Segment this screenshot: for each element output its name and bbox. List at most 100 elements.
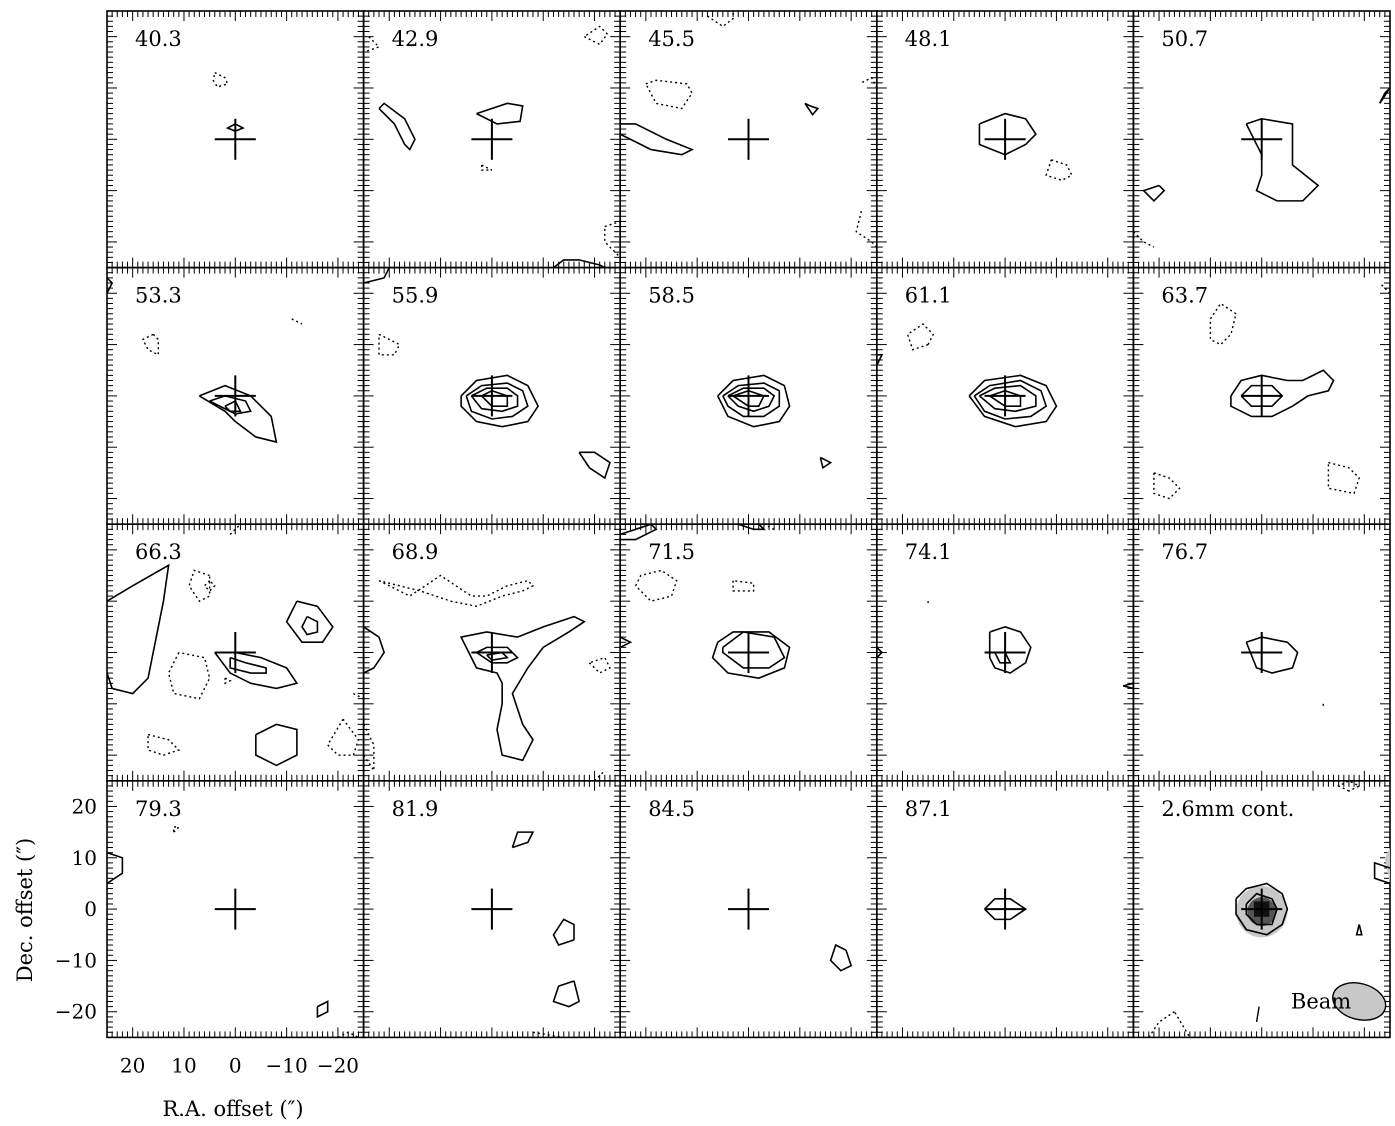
positive-contour — [214, 651, 299, 690]
positive-contour — [716, 374, 791, 428]
contour-group — [978, 112, 1073, 182]
panel: 45.5 — [619, 10, 878, 269]
panel: 42.9 — [362, 10, 622, 269]
velocity-label: 55.9 — [392, 284, 439, 308]
contour-group — [212, 71, 245, 132]
negative-contour — [188, 569, 211, 603]
positive-contour — [301, 615, 319, 636]
positive-contour — [1245, 636, 1299, 674]
panel: 55.9 — [362, 266, 622, 526]
contour-group — [620, 524, 791, 679]
positive-contour — [722, 382, 781, 418]
positive-contour — [1373, 861, 1391, 885]
negative-contour — [212, 71, 229, 88]
positive-contour — [465, 382, 529, 420]
negative-contour — [326, 718, 360, 756]
negative-contour — [378, 333, 401, 356]
negative-contour — [588, 656, 611, 674]
contour-group — [829, 943, 853, 972]
negative-contour — [707, 11, 734, 28]
positive-contour — [876, 646, 884, 659]
positive-contour — [470, 387, 519, 413]
positive-contour — [737, 524, 766, 531]
panel: Beam 2.6mm cont. — [1132, 779, 1391, 1039]
negative-contour — [147, 733, 181, 756]
panel: 87.1 — [875, 779, 1135, 1039]
positive-contour — [459, 615, 586, 762]
negative-contour — [906, 323, 935, 351]
velocity-label: 63.7 — [1161, 284, 1208, 308]
velocity-label: 53.3 — [135, 284, 182, 308]
contour-group — [107, 524, 364, 767]
velocity-label: 68.9 — [392, 540, 439, 564]
negative-contour — [173, 826, 181, 833]
panel: 66.3 — [106, 523, 365, 782]
positive-contour — [1122, 682, 1134, 690]
contour-group — [620, 11, 877, 248]
x-axis-label: R.A. offset (″) — [162, 1097, 303, 1121]
negative-contour — [1133, 231, 1155, 248]
contour-group — [716, 374, 833, 470]
positive-contour — [285, 600, 334, 644]
y-tick-label: 0 — [84, 897, 97, 921]
velocity-label: 40.3 — [135, 27, 182, 51]
positive-contour — [620, 123, 694, 156]
contour-group — [107, 277, 303, 444]
negative-contour — [141, 333, 160, 356]
positive-contour — [988, 625, 1032, 674]
panel: 76.7 — [1132, 523, 1391, 782]
x-tick-label: 10 — [171, 1053, 196, 1077]
negative-contour — [480, 164, 493, 171]
beam-ellipse — [1332, 982, 1387, 1021]
positive-contour — [578, 451, 611, 480]
negative-contour — [855, 210, 877, 248]
x-tick-label: 20 — [120, 1053, 145, 1077]
y-axis-label: Dec. offset (″) — [13, 838, 37, 983]
velocity-label: 58.5 — [648, 284, 695, 308]
x-tick-label: −20 — [317, 1053, 359, 1077]
y-tick-label: −20 — [55, 1000, 97, 1024]
contour-group — [876, 323, 1058, 428]
y-tick-label: 20 — [72, 794, 97, 818]
positive-contour — [552, 918, 575, 947]
velocity-label: 2.6mm cont. — [1161, 797, 1294, 821]
positive-contour — [224, 399, 242, 413]
negative-contour — [1209, 302, 1237, 346]
negative-contour — [291, 318, 303, 325]
positive-contour — [620, 524, 658, 541]
panel: 61.1 — [875, 266, 1135, 526]
continuum-edge-emission — [1384, 847, 1390, 884]
negative-contour — [732, 579, 755, 592]
positive-contour — [511, 831, 535, 849]
velocity-label: 87.1 — [905, 797, 952, 821]
positive-contour — [1245, 117, 1320, 202]
positive-contour — [107, 277, 114, 294]
velocity-label: 45.5 — [648, 27, 695, 51]
contour-group — [1245, 636, 1324, 707]
velocity-label: 84.5 — [648, 797, 695, 821]
positive-contour — [476, 646, 519, 664]
positive-contour — [968, 374, 1058, 428]
positive-contour — [316, 1000, 329, 1019]
negative-contour — [224, 677, 232, 685]
positive-contour — [732, 389, 766, 407]
negative-contour — [532, 1031, 564, 1038]
panel: 74.1 — [875, 523, 1135, 782]
panel: 40.3 — [106, 10, 365, 269]
positive-contour — [829, 943, 853, 972]
positive-contour — [107, 563, 170, 695]
positive-contour — [978, 112, 1037, 156]
velocity-label: 42.9 — [392, 27, 439, 51]
positive-contour — [486, 651, 509, 662]
negative-contour — [645, 79, 693, 110]
positive-contour — [819, 456, 833, 470]
beam-tick-mark — [1255, 1006, 1260, 1023]
contour-group — [363, 574, 611, 781]
positive-contour — [973, 379, 1048, 420]
positive-contour — [620, 636, 633, 649]
panel: 68.9 — [362, 523, 622, 782]
positive-contour — [481, 389, 509, 407]
x-tick-label: −10 — [266, 1053, 308, 1077]
velocity-label: 61.1 — [905, 284, 952, 308]
